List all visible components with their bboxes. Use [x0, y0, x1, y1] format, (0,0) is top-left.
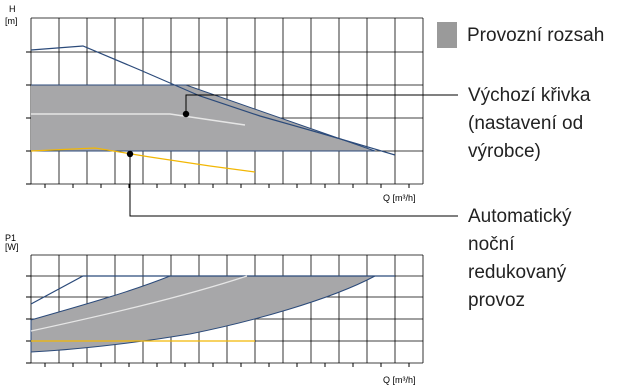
bottom-default-curve: [30, 275, 248, 332]
night-mode-annotation-line2: noční: [468, 234, 515, 255]
top-night-curve: [30, 147, 256, 173]
top-default-curve: [31, 113, 246, 126]
bottom-x-label: Q [m³/h]: [383, 375, 416, 385]
top-chart: H [m] Q [m³/h]: [5, 4, 424, 203]
legend: Provozní rozsah Výchozí křivka (nastaven…: [437, 22, 604, 311]
operating-range-swatch: [437, 22, 457, 48]
default-curve-annotation-line1: Výchozí křivka: [468, 85, 591, 106]
night-mode-annotation-line3: redukovaný: [468, 262, 567, 283]
bottom-operating-range-outline: [30, 275, 376, 353]
top-operating-range-outline: [31, 84, 376, 152]
top-x-label: Q [m³/h]: [383, 193, 416, 203]
night-mode-annotation-line4: provoz: [468, 290, 525, 311]
default-curve-annotation-line3: výrobce): [468, 141, 541, 162]
bottom-chart: P1 [W] Q [m³/h]: [5, 233, 424, 385]
top-y-ticks: [26, 51, 31, 185]
top-operating-range-region: [31, 85, 375, 151]
night-curve-leader: [129, 154, 458, 217]
bottom-y-label-unit: [W]: [5, 242, 19, 252]
top-y-label-h: H: [9, 4, 16, 14]
top-max-curve: [30, 45, 396, 156]
bottom-max-curve: [30, 275, 395, 305]
top-y-label-unit: [m]: [5, 16, 18, 26]
default-curve-leader: [185, 94, 458, 114]
bottom-y-label-p1: P1: [5, 233, 16, 243]
bottom-y-ticks: [26, 275, 31, 364]
default-curve-annotation-line2: (nastavení od: [468, 113, 583, 134]
leader-lines: [129, 94, 458, 217]
bottom-x-ticks: [44, 363, 410, 367]
top-x-ticks: [44, 184, 410, 188]
operating-range-label: Provozní rozsah: [467, 25, 604, 46]
night-mode-annotation-line1: Automatický: [468, 206, 572, 227]
